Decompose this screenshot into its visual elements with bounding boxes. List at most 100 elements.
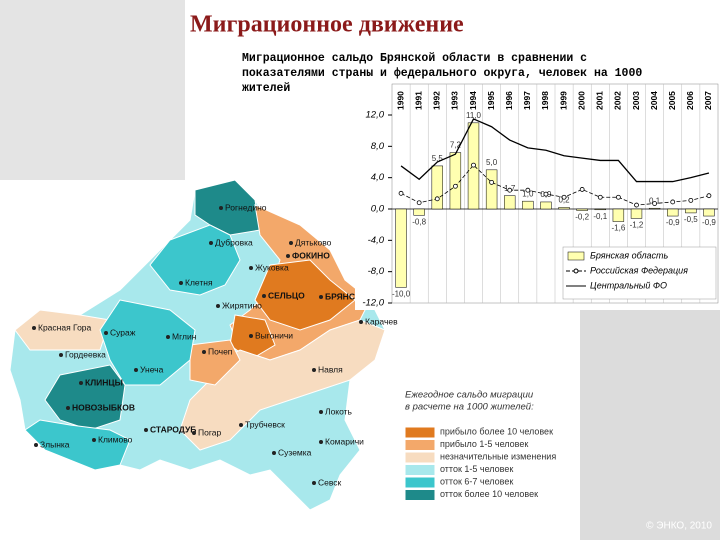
district-label: Комаричи <box>325 436 364 446</box>
district-label: Суземка <box>278 447 312 457</box>
legend-swatch <box>404 426 436 439</box>
point <box>525 187 531 193</box>
legend-swatch <box>573 268 579 274</box>
data-label: 11,0 <box>466 111 482 120</box>
point <box>706 193 712 199</box>
point <box>543 191 549 197</box>
district-marker <box>92 438 96 442</box>
bar <box>504 195 516 210</box>
district-label: Погар <box>198 427 221 437</box>
district-marker <box>359 320 363 324</box>
bar <box>630 208 643 219</box>
y-tick-label: -4,0 <box>368 235 385 246</box>
bar <box>431 165 443 210</box>
district-marker <box>319 440 323 444</box>
region <box>24 419 131 471</box>
x-tick-label: 1996 <box>504 91 514 110</box>
data-label: -0,1 <box>593 212 607 221</box>
data-label: -0,9 <box>702 218 716 227</box>
legend-swatch <box>404 464 436 476</box>
district-marker <box>312 481 316 485</box>
district-marker <box>249 334 253 338</box>
data-label: -10,0 <box>392 289 411 298</box>
x-tick-label: 1993 <box>450 91 460 110</box>
district-marker <box>202 350 206 354</box>
district-label: Мглин <box>172 331 197 341</box>
region <box>194 179 261 236</box>
legend-label: Российская Федерация <box>590 265 688 275</box>
district-label: Севск <box>318 477 342 487</box>
point <box>597 194 603 200</box>
data-label: 7,2 <box>450 141 462 150</box>
district-label: Дубровка <box>215 237 253 247</box>
district-label: Сураж <box>110 327 136 337</box>
legend-label: прибыло 1-5 человек <box>440 439 528 449</box>
district-label: Гордеевка <box>65 349 106 359</box>
bar <box>522 200 534 210</box>
district-label: ФОКИНО <box>292 250 330 260</box>
x-tick-label: 1998 <box>540 91 550 110</box>
legend-swatch <box>404 489 436 501</box>
district-marker <box>289 241 293 245</box>
legend-label: отток более 10 человек <box>440 489 538 499</box>
district-marker <box>239 423 243 427</box>
corner-shade <box>0 0 185 180</box>
bar <box>558 207 570 210</box>
district-label: Локоть <box>325 406 353 416</box>
district-marker <box>209 241 213 245</box>
bar <box>612 208 625 222</box>
subtitle: жителей <box>242 82 290 95</box>
district-marker <box>66 406 70 410</box>
district-marker <box>104 331 108 335</box>
y-tick-label: 8,0 <box>371 141 385 152</box>
x-tick-label: 1995 <box>486 91 496 110</box>
title: Миграционное движение <box>190 12 464 38</box>
data-label: -0,9 <box>666 218 680 227</box>
district-marker <box>32 326 36 330</box>
bar <box>667 208 679 217</box>
region <box>229 314 276 361</box>
bar <box>485 169 498 210</box>
district-marker <box>319 295 323 299</box>
district-label: Выгоничи <box>255 330 293 340</box>
y-tick-label: -12,0 <box>362 298 384 309</box>
district-marker <box>262 294 266 298</box>
district-marker <box>216 304 220 308</box>
district-marker <box>319 410 323 414</box>
x-tick-label: 2007 <box>703 91 713 110</box>
bar <box>594 208 606 211</box>
y-tick-label: 0,0 <box>371 204 385 215</box>
district-marker <box>312 368 316 372</box>
district-label: Карачев <box>365 316 398 326</box>
point <box>416 200 422 206</box>
district-label: Злынка <box>40 439 70 449</box>
legend-label: отток 1-5 человек <box>440 464 513 474</box>
x-tick-label: 2006 <box>685 91 695 110</box>
district-label: БРЯНСК <box>325 291 361 301</box>
subtitle: Миграционное сальдо Брянской области в с… <box>242 52 587 65</box>
data-label: -0,5 <box>684 215 698 224</box>
legend-swatch <box>567 251 585 261</box>
legend-title: Ежегодное сальдо миграции <box>405 390 534 401</box>
legend-label: незначительные изменения <box>440 451 556 461</box>
district-label: Трубчевск <box>245 419 285 429</box>
district-label: Рогнедино <box>225 202 267 212</box>
copyright: © ЭНКО, 2010 <box>646 521 712 532</box>
district-label: СТАРОДУБ <box>150 424 196 434</box>
x-tick-label: 2000 <box>576 91 586 110</box>
bar <box>413 208 425 216</box>
district-marker <box>144 428 148 432</box>
y-tick-label: -8,0 <box>368 266 385 277</box>
map <box>9 179 386 511</box>
point <box>452 183 458 189</box>
district-marker <box>249 266 253 270</box>
district-marker <box>286 254 290 258</box>
line <box>400 164 710 206</box>
district-marker <box>166 335 170 339</box>
data-label: -0,8 <box>412 217 426 226</box>
region <box>44 364 126 431</box>
legend-swatch <box>404 476 436 489</box>
